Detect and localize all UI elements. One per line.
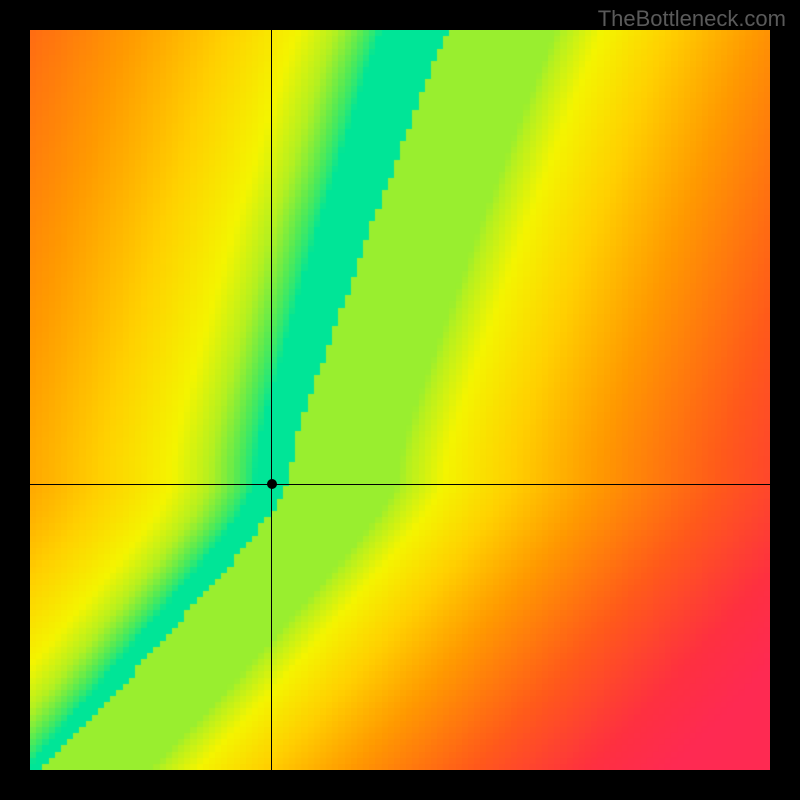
crosshair-horizontal xyxy=(30,484,770,485)
crosshair-vertical xyxy=(271,30,272,770)
crosshair-marker xyxy=(267,479,277,489)
heatmap-plot xyxy=(30,30,770,770)
heatmap-canvas xyxy=(30,30,770,770)
watermark-text: TheBottleneck.com xyxy=(598,6,786,32)
